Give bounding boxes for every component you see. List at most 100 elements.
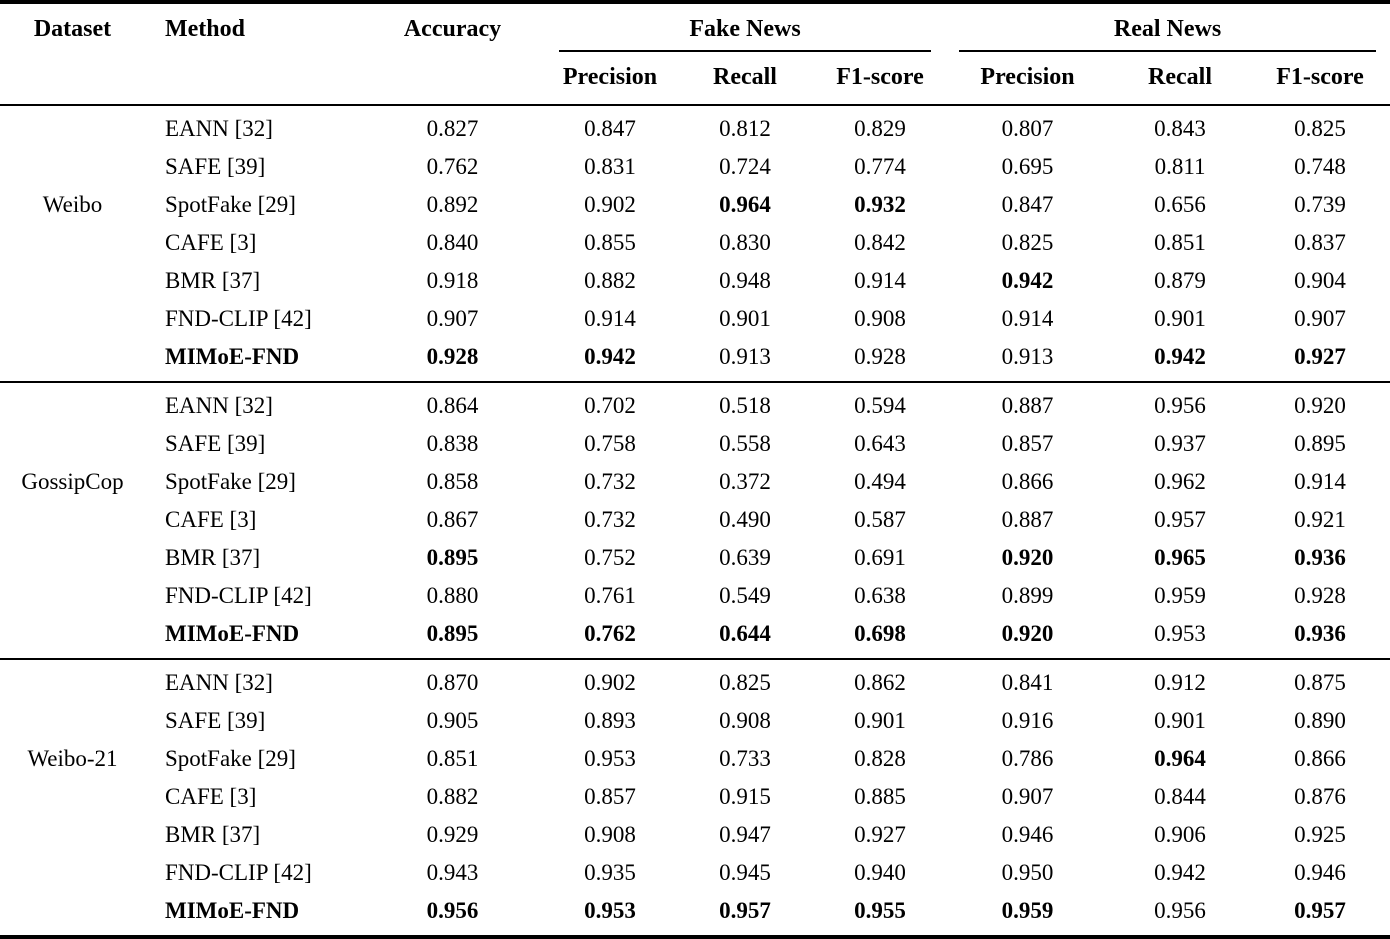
method-label: SpotFake [29] bbox=[165, 469, 296, 494]
cell-fake-f1: 0.908 bbox=[854, 306, 906, 331]
dataset-spacer bbox=[0, 425, 145, 463]
cell-fake-precision: 0.902 bbox=[584, 192, 636, 217]
table-row: CAFE [3] 0.867 0.732 0.490 0.587 0.887 0.957 0.… bbox=[0, 501, 1390, 539]
cell-fake-recall: 0.908 bbox=[719, 708, 771, 733]
cell-real-recall: 0.811 bbox=[1154, 154, 1206, 179]
cell-real-f1: 0.914 bbox=[1294, 469, 1346, 494]
cell-real-f1: 0.875 bbox=[1294, 670, 1346, 695]
cell-real-recall: 0.912 bbox=[1154, 670, 1206, 695]
method-label: SpotFake [29] bbox=[165, 192, 296, 217]
cell-real-recall: 0.956 bbox=[1154, 393, 1206, 418]
cell-fake-precision: 0.953 bbox=[584, 898, 636, 923]
cell-real-precision: 0.887 bbox=[1001, 393, 1054, 418]
cell-real-f1: 0.907 bbox=[1294, 306, 1346, 331]
cell-fake-f1: 0.932 bbox=[854, 192, 906, 217]
cell-fake-f1: 0.940 bbox=[854, 860, 906, 885]
cell-real-f1: 0.890 bbox=[1294, 708, 1346, 733]
cell-real-recall: 0.844 bbox=[1154, 784, 1206, 809]
cell-accuracy: 0.827 bbox=[426, 116, 479, 141]
header-row-groups: Dataset Method Accuracy Fake News Real N… bbox=[0, 2, 1390, 52]
cell-real-recall: 0.953 bbox=[1154, 621, 1206, 646]
cell-fake-precision: 0.935 bbox=[584, 860, 636, 885]
method-label: CAFE [3] bbox=[165, 507, 257, 532]
header-method: Method bbox=[165, 16, 245, 42]
cell-fake-precision: 0.831 bbox=[584, 154, 636, 179]
cell-fake-f1: 0.955 bbox=[854, 898, 906, 923]
cell-real-precision: 0.913 bbox=[1001, 344, 1054, 369]
cell-fake-f1: 0.643 bbox=[854, 431, 906, 456]
cell-real-precision: 0.825 bbox=[1001, 230, 1054, 255]
cell-real-precision: 0.920 bbox=[1001, 621, 1054, 646]
cell-real-f1: 0.927 bbox=[1294, 344, 1346, 369]
cell-fake-f1: 0.862 bbox=[854, 670, 906, 695]
cell-fake-f1: 0.691 bbox=[854, 545, 906, 570]
dataset-spacer bbox=[0, 854, 145, 892]
cell-real-recall: 0.959 bbox=[1154, 583, 1206, 608]
cell-real-f1: 0.936 bbox=[1294, 621, 1346, 646]
cell-real-f1: 0.925 bbox=[1294, 822, 1346, 847]
dataset-spacer bbox=[0, 615, 145, 659]
cell-fake-recall: 0.639 bbox=[719, 545, 771, 570]
cell-real-precision: 0.920 bbox=[1001, 545, 1054, 570]
header-fake-recall: Recall bbox=[713, 64, 777, 90]
header-dataset: Dataset bbox=[33, 16, 112, 42]
cell-fake-precision: 0.847 bbox=[584, 116, 636, 141]
table-row: EANN [32] 0.870 0.902 0.825 0.862 0.841 0.912 0… bbox=[0, 659, 1390, 702]
cell-fake-f1: 0.774 bbox=[854, 154, 906, 179]
cell-real-f1: 0.739 bbox=[1294, 192, 1346, 217]
cell-fake-precision: 0.908 bbox=[584, 822, 636, 847]
cell-real-f1: 0.876 bbox=[1294, 784, 1346, 809]
cell-real-recall: 0.965 bbox=[1154, 545, 1206, 570]
cell-real-recall: 0.906 bbox=[1154, 822, 1206, 847]
method-label: FND-CLIP [42] bbox=[165, 306, 312, 331]
header-real-f1: F1-score bbox=[1276, 64, 1364, 90]
cell-real-precision: 0.807 bbox=[1001, 116, 1054, 141]
method-label: EANN [32] bbox=[165, 116, 273, 141]
method-label: BMR [37] bbox=[165, 545, 261, 570]
cell-accuracy: 0.928 bbox=[426, 344, 479, 369]
cell-real-recall: 0.851 bbox=[1154, 230, 1206, 255]
cell-accuracy: 0.762 bbox=[426, 154, 479, 179]
table-row: EANN [32] 0.864 0.702 0.518 0.594 0.887 0.956 0… bbox=[0, 382, 1390, 425]
cell-fake-recall: 0.372 bbox=[719, 469, 771, 494]
header-row-metrics: Precision Recall F1-score Precision Reca… bbox=[0, 52, 1390, 105]
cell-real-precision: 0.841 bbox=[1001, 670, 1054, 695]
cell-real-f1: 0.825 bbox=[1294, 116, 1346, 141]
cell-real-recall: 0.957 bbox=[1154, 507, 1206, 532]
cell-fake-recall: 0.724 bbox=[719, 154, 771, 179]
cell-accuracy: 0.907 bbox=[426, 306, 479, 331]
method-label: CAFE [3] bbox=[165, 230, 257, 255]
cell-fake-precision: 0.882 bbox=[584, 268, 636, 293]
method-label: FND-CLIP [42] bbox=[165, 860, 312, 885]
table-row: SAFE [39] 0.838 0.758 0.558 0.643 0.857 0.937 0… bbox=[0, 425, 1390, 463]
table-row: GossipCop SpotFake [29] 0.858 0.732 0.372 0.4… bbox=[0, 463, 1390, 501]
cell-real-precision: 0.914 bbox=[1001, 306, 1054, 331]
cell-fake-recall: 0.549 bbox=[719, 583, 771, 608]
cell-fake-f1: 0.914 bbox=[854, 268, 906, 293]
cell-fake-precision: 0.857 bbox=[584, 784, 636, 809]
header-real-recall: Recall bbox=[1148, 64, 1212, 90]
dataset-group-gossipcop: EANN [32] 0.864 0.702 0.518 0.594 0.887 0.956 0… bbox=[0, 382, 1390, 659]
dataset-group-weibo: EANN [32] 0.827 0.847 0.812 0.829 0.807 0.843 0… bbox=[0, 105, 1390, 382]
cell-real-recall: 0.901 bbox=[1154, 306, 1206, 331]
cell-real-f1: 0.895 bbox=[1294, 431, 1346, 456]
cell-real-recall: 0.879 bbox=[1154, 268, 1206, 293]
cell-accuracy: 0.882 bbox=[426, 784, 479, 809]
dataset-spacer bbox=[0, 338, 145, 382]
method-label: EANN [32] bbox=[165, 393, 273, 418]
cell-accuracy: 0.880 bbox=[426, 583, 479, 608]
dataset-label: Weibo bbox=[42, 192, 103, 217]
cell-fake-precision: 0.953 bbox=[584, 746, 636, 771]
table-row: MIMoE-FND 0.956 0.953 0.957 0.955 0.959 0.956 0… bbox=[0, 892, 1390, 937]
cell-fake-recall: 0.490 bbox=[719, 507, 771, 532]
dataset-spacer bbox=[0, 382, 145, 425]
cell-fake-f1: 0.928 bbox=[854, 344, 906, 369]
table-row: FND-CLIP [42] 0.907 0.914 0.901 0.908 0.914 0.… bbox=[0, 300, 1390, 338]
dataset-spacer bbox=[0, 577, 145, 615]
cell-fake-recall: 0.812 bbox=[719, 116, 771, 141]
cell-fake-precision: 0.758 bbox=[584, 431, 636, 456]
dataset-group-weibo-21: EANN [32] 0.870 0.902 0.825 0.862 0.841 0.912 0… bbox=[0, 659, 1390, 937]
table-header: Dataset Method Accuracy Fake News Real N… bbox=[0, 2, 1390, 105]
method-label: MIMoE-FND bbox=[165, 621, 300, 646]
cell-fake-precision: 0.893 bbox=[584, 708, 636, 733]
